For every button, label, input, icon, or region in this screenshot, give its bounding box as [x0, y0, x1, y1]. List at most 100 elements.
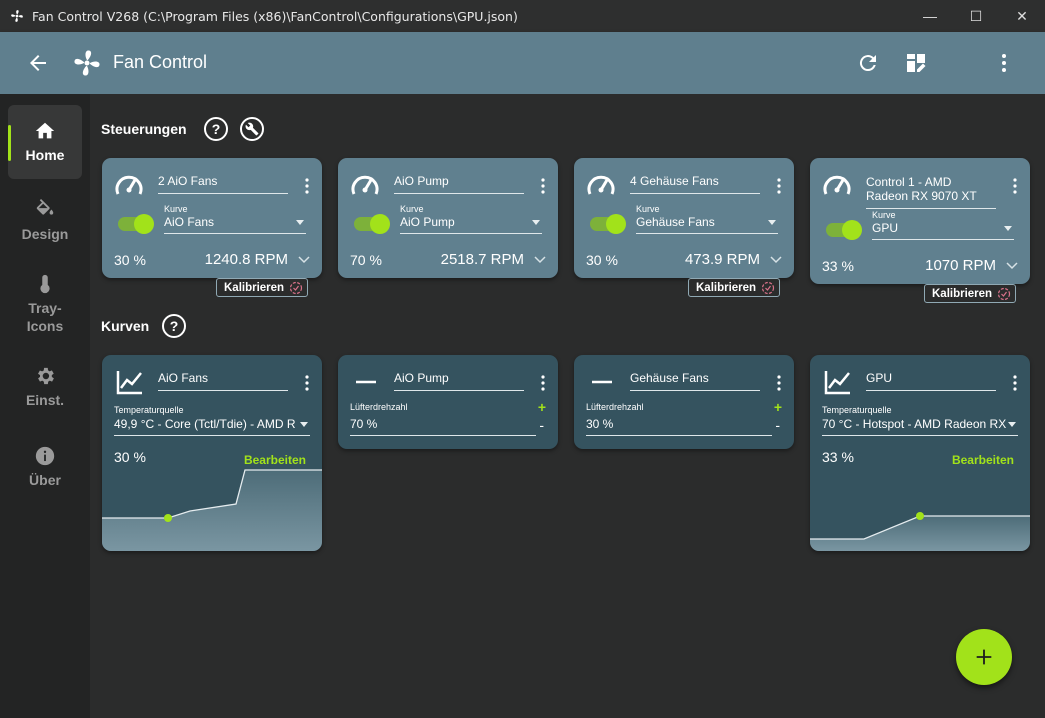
- chevron-down-icon[interactable]: [298, 256, 310, 264]
- dropdown-caret-icon: [300, 422, 308, 427]
- temperature-source-select[interactable]: 70 °C - Hotspot - AMD Radeon RX: [822, 417, 1018, 436]
- sidebar-item-settings[interactable]: Einst.: [8, 350, 82, 424]
- control-name[interactable]: AiO Pump: [394, 174, 524, 194]
- control-card-aio-fans[interactable]: 2 AiO Fans Kurve AiO Fans 30 % 1240.8 RP…: [102, 158, 322, 278]
- fan-speed-label: Lüfterdrehzahl: [586, 402, 644, 412]
- chevron-down-icon[interactable]: [770, 256, 782, 264]
- controls-help-button[interactable]: ?: [204, 117, 228, 141]
- enable-toggle[interactable]: [826, 220, 862, 240]
- gear-icon: [38, 367, 54, 385]
- temperature-source-value: 70 °C - Hotspot - AMD Radeon RX: [822, 417, 1007, 431]
- curve-select[interactable]: AiO Fans: [164, 215, 306, 234]
- control-card-aio-pump[interactable]: AiO Pump Kurve AiO Pump 70 % 2518.7 RPM: [338, 158, 558, 278]
- calibrate-button[interactable]: Kalibrieren: [924, 284, 1017, 303]
- add-button[interactable]: [956, 629, 1012, 685]
- curve-select-value: AiO Fans: [164, 215, 215, 229]
- thermometer-icon: [40, 274, 50, 294]
- decrease-button[interactable]: -: [775, 417, 780, 433]
- curve-name[interactable]: GPU: [866, 371, 996, 391]
- curve-name[interactable]: AiO Fans: [158, 371, 288, 391]
- calibrate-button[interactable]: Kalibrieren: [688, 278, 781, 297]
- sidebar-item-design[interactable]: Design: [8, 184, 82, 258]
- more-vertical-icon[interactable]: [776, 178, 782, 194]
- home-icon: [35, 122, 55, 139]
- more-vertical-icon[interactable]: [540, 178, 546, 194]
- fan-rpm: 473.9 RPM: [684, 251, 760, 268]
- calibrate-icon: [997, 287, 1011, 300]
- sidebar-item-about[interactable]: Über: [8, 430, 82, 504]
- dropdown-caret-icon: [1004, 226, 1012, 231]
- enable-toggle[interactable]: [354, 214, 390, 234]
- sidebar-item-tray-icons[interactable]: Tray- Icons: [8, 264, 82, 344]
- fan-speed-input[interactable]: 30 %: [586, 417, 772, 436]
- maximize-button[interactable]: ☐: [969, 7, 983, 24]
- more-vertical-icon[interactable]: [776, 375, 782, 391]
- curve-point: [916, 512, 924, 520]
- window-controls: — ☐ ✕: [907, 0, 1045, 32]
- curve-card-gpu[interactable]: GPU Temperaturquelle 70 °C - Hotspot - A…: [810, 355, 1030, 551]
- more-vertical-icon[interactable]: [1012, 178, 1018, 194]
- curves-help-button[interactable]: ?: [162, 314, 186, 338]
- sidebar-item-label: Tray- Icons: [26, 300, 64, 334]
- dropdown-caret-icon: [768, 220, 776, 225]
- back-arrow-icon[interactable]: [26, 51, 50, 75]
- chevron-down-icon[interactable]: [1006, 262, 1018, 270]
- more-vertical-icon[interactable]: [1012, 375, 1018, 391]
- info-icon: [35, 446, 55, 466]
- fan-app-icon: [11, 10, 23, 22]
- curve-name[interactable]: AiO Pump: [394, 371, 524, 391]
- curve-label: Kurve: [636, 204, 660, 214]
- more-vertical-icon[interactable]: [540, 375, 546, 391]
- fan-percent: 33 %: [822, 258, 854, 274]
- refresh-icon[interactable]: [856, 51, 880, 75]
- calibrate-icon: [761, 281, 775, 294]
- fan-speed-input[interactable]: 70 %: [350, 417, 536, 436]
- enable-toggle[interactable]: [118, 214, 154, 234]
- minimize-button[interactable]: —: [923, 8, 937, 24]
- enable-toggle[interactable]: [590, 214, 626, 234]
- speedometer-icon: [823, 175, 851, 195]
- control-name[interactable]: 2 AiO Fans: [158, 174, 288, 194]
- sidebar-item-label: Einst.: [25, 392, 65, 408]
- curve-card-case-fans[interactable]: Gehäuse Fans Lüfterdrehzahl + 30 % -: [574, 355, 794, 449]
- dashboard-edit-icon[interactable]: [904, 51, 928, 75]
- line-chart-icon: [824, 371, 850, 395]
- close-button[interactable]: ✕: [1016, 7, 1028, 24]
- wrench-icon: [245, 122, 259, 136]
- control-card-case-fans[interactable]: 4 Gehäuse Fans Kurve Gehäuse Fans 30 % 4…: [574, 158, 794, 278]
- chevron-down-icon[interactable]: [534, 256, 546, 264]
- more-vertical-icon[interactable]: [304, 375, 310, 391]
- control-name[interactable]: Control 1 - AMD Radeon RX 9070 XT: [866, 175, 996, 209]
- control-name[interactable]: 4 Gehäuse Fans: [630, 174, 760, 194]
- controls-tools-button[interactable]: [240, 117, 264, 141]
- increase-button[interactable]: +: [537, 399, 546, 415]
- calibrate-label: Kalibrieren: [224, 281, 285, 294]
- curve-label: Kurve: [872, 210, 896, 220]
- more-vertical-icon[interactable]: [304, 178, 310, 194]
- curve-graph: [102, 469, 322, 551]
- fan-rpm: 1240.8 RPM: [204, 251, 288, 268]
- curve-name[interactable]: Gehäuse Fans: [630, 371, 760, 391]
- edit-curve-button[interactable]: Bearbeiten: [951, 453, 1014, 467]
- temperature-source-select[interactable]: 49,9 °C - Core (Tctl/Tdie) - AMD R: [114, 417, 310, 436]
- calibrate-label: Kalibrieren: [932, 287, 993, 300]
- curve-card-aio-fans[interactable]: AiO Fans Temperaturquelle 49,9 °C - Core…: [102, 355, 322, 551]
- decrease-button[interactable]: -: [539, 417, 544, 433]
- dropdown-caret-icon: [296, 220, 304, 225]
- curve-select[interactable]: Gehäuse Fans: [636, 215, 778, 234]
- curve-select[interactable]: AiO Pump: [400, 215, 542, 234]
- line-chart-icon: [116, 371, 142, 395]
- more-vertical-icon[interactable]: [992, 51, 1016, 75]
- paint-bucket-icon: [36, 199, 54, 215]
- calibrate-button[interactable]: Kalibrieren: [216, 278, 309, 297]
- edit-curve-button[interactable]: Bearbeiten: [243, 453, 306, 467]
- curve-select[interactable]: GPU: [872, 221, 1014, 240]
- sidebar-item-label: Über: [29, 472, 61, 488]
- curve-card-aio-pump[interactable]: AiO Pump Lüfterdrehzahl + 70 % -: [338, 355, 558, 449]
- sidebar-item-home[interactable]: Home: [8, 105, 82, 179]
- increase-button[interactable]: +: [773, 399, 782, 415]
- curve-label: Kurve: [400, 204, 424, 214]
- control-card-gpu[interactable]: Control 1 - AMD Radeon RX 9070 XT Kurve …: [810, 158, 1030, 284]
- dropdown-caret-icon: [1008, 422, 1016, 427]
- fan-rpm: 1070 RPM: [925, 257, 996, 274]
